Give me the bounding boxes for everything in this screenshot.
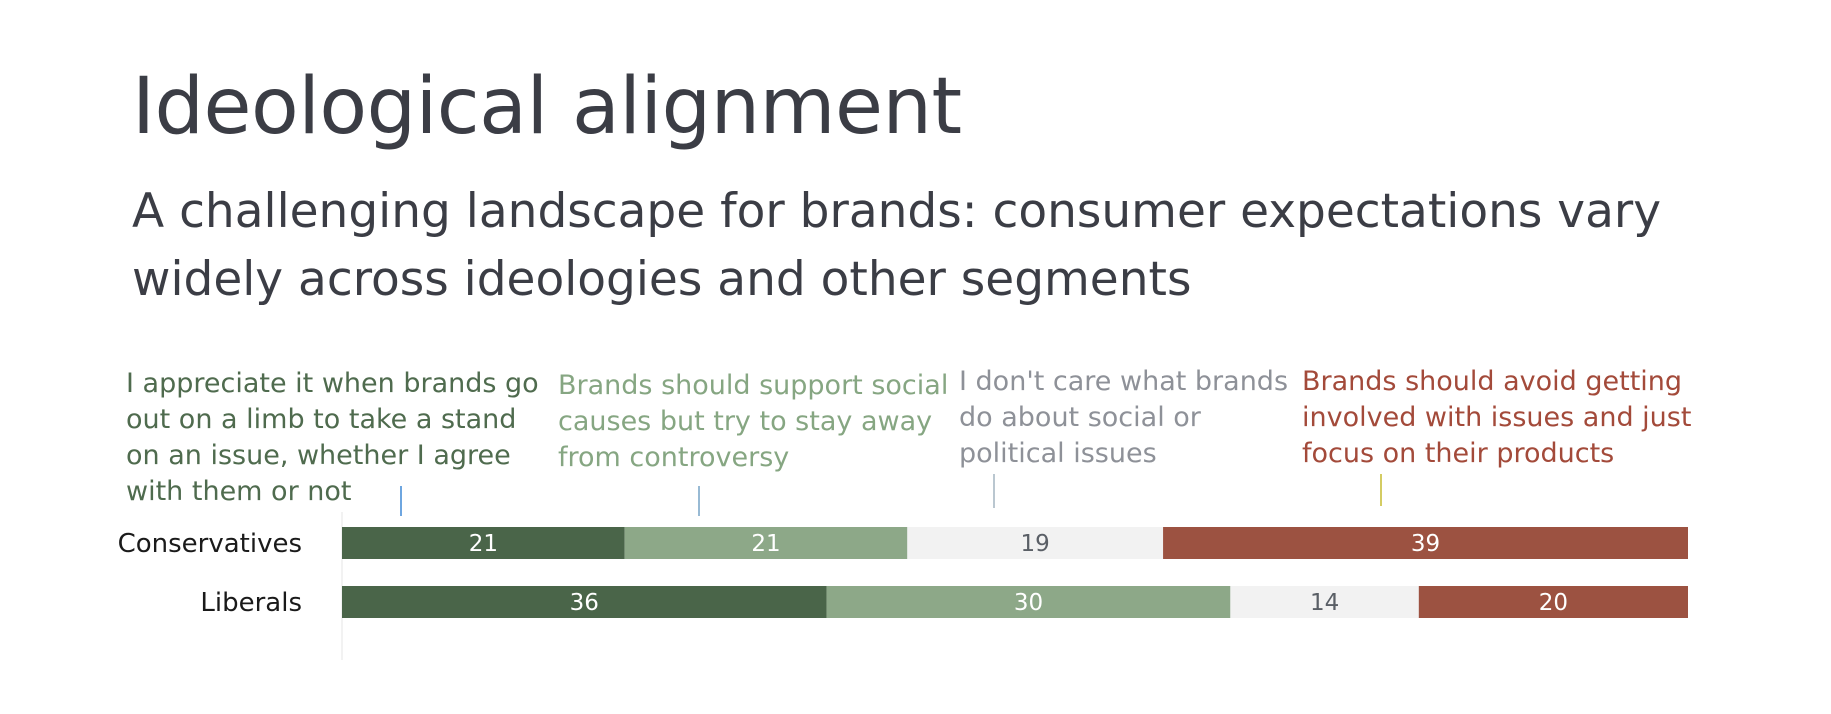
data-label-conservatives-avoid-issues: 39	[1411, 531, 1440, 557]
data-label-liberals-take-stand: 36	[570, 590, 599, 616]
bar-liberals-avoid-issues	[1418, 586, 1688, 618]
bar-liberals-take-stand	[342, 586, 827, 618]
legend-label-take-stand: I appreciate it when brands go out on a …	[126, 368, 539, 507]
data-label-conservatives-dont-care: 19	[1021, 531, 1050, 557]
category-label-liberals: Liberals	[200, 588, 302, 618]
category-label-conservatives: Conservatives	[118, 529, 302, 559]
legend-label-avoid-issues: Brands should avoid getting involved wit…	[1302, 366, 1692, 469]
data-label-conservatives-take-stand: 21	[469, 531, 498, 557]
chart-subtitle: A challenging landscape for brands: cons…	[132, 184, 1662, 307]
bar-conservatives-take-stand	[342, 527, 625, 559]
bar-conservatives-dont-care	[907, 527, 1164, 559]
legend-label-support-causes: Brands should support social causes but …	[558, 370, 949, 473]
data-label-liberals-avoid-issues: 20	[1539, 590, 1568, 616]
chart-title: Ideological alignment	[132, 62, 962, 152]
data-label-liberals-support-causes: 30	[1014, 590, 1043, 616]
bar-liberals-support-causes	[826, 586, 1231, 618]
legend-label-dont-care: I don't care what brands do about social…	[959, 366, 1289, 469]
bar-liberals-dont-care	[1230, 586, 1419, 618]
data-label-liberals-dont-care: 14	[1310, 590, 1339, 616]
data-label-conservatives-support-causes: 21	[751, 531, 780, 557]
bar-conservatives-support-causes	[624, 527, 908, 559]
bar-conservatives-avoid-issues	[1163, 527, 1688, 559]
